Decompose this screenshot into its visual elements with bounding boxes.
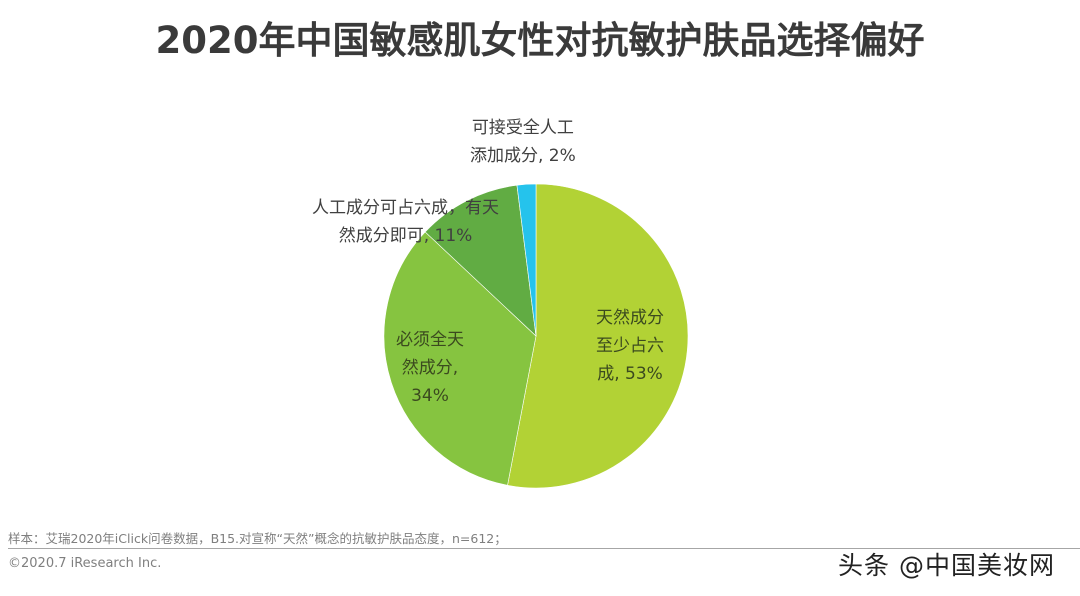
pie-slice <box>516 183 537 337</box>
label-line: 添加成分, 2% <box>470 146 576 166</box>
slice-label-natural-60: 天然成分 至少占六 成, 53% <box>596 304 664 388</box>
label-line: 必须全天 <box>396 330 464 350</box>
label-line: 人工成分可占六成，有天 <box>312 198 499 218</box>
pie-slice <box>383 231 537 486</box>
label-line: 然成分即可, 11% <box>338 226 473 246</box>
slice-label-all-artificial: 可接受全人工 添加成分, 2% <box>470 114 576 170</box>
label-line: 34% <box>411 386 449 406</box>
label-line: 然成分, <box>401 358 459 378</box>
pie-slice <box>424 184 537 337</box>
label-line: 天然成分 <box>596 308 664 328</box>
label-line: 成, 53% <box>597 364 663 384</box>
copyright: ©2020.7 iResearch Inc. <box>8 556 162 571</box>
slice-label-all-natural: 必须全天 然成分, 34% <box>396 326 464 410</box>
slice-label-artificial-60: 人工成分可占六成，有天 然成分即可, 11% <box>312 194 499 250</box>
footer-divider <box>8 548 1080 549</box>
pie-slice <box>507 183 689 489</box>
watermark: 头条 @中国美妆网 <box>838 551 1055 580</box>
label-line: 至少占六 <box>596 336 664 356</box>
sample-note: 样本：艾瑞2020年iClick问卷数据，B15.对宣称“天然”概念的抗敏护肤品… <box>8 531 507 546</box>
label-line: 可接受全人工 <box>471 118 574 138</box>
chart-title: 2020年中国敏感肌女性对抗敏护肤品选择偏好 <box>155 19 925 62</box>
